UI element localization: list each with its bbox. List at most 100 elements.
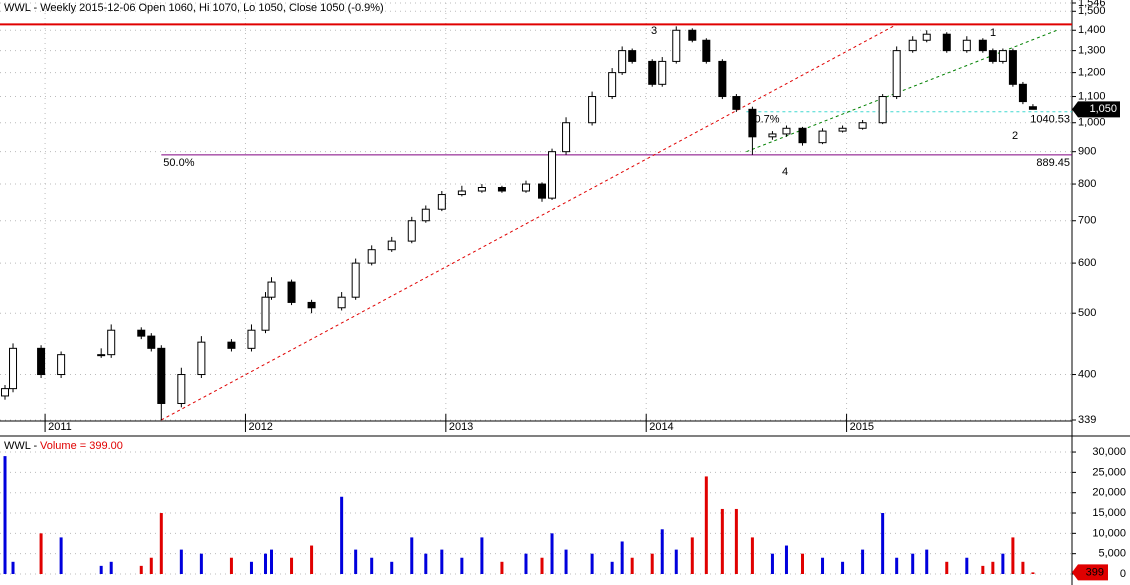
candle-body — [247, 329, 256, 349]
volume-bar — [800, 553, 804, 574]
volume-bar — [945, 561, 949, 574]
volume-bar — [540, 557, 544, 574]
candle-body — [658, 60, 667, 85]
y-tick-label: 400 — [1078, 368, 1096, 380]
candle-body — [57, 354, 66, 376]
volume-bar — [620, 541, 624, 574]
volume-title: Volume = 399.00 — [40, 440, 123, 452]
candle-body — [1028, 106, 1037, 110]
volume-bar — [249, 561, 253, 574]
candle-body — [588, 96, 597, 124]
y-tick-label: 25,000 — [1092, 466, 1126, 478]
volume-bar — [199, 553, 203, 574]
volume-bar — [410, 537, 414, 574]
candle-body — [267, 281, 276, 298]
volume-bar — [59, 537, 63, 574]
volume-bar — [610, 561, 614, 574]
volume-tag-bg — [1072, 564, 1108, 581]
volume-bar — [354, 549, 358, 574]
volume-bar — [925, 549, 929, 574]
candle-body — [97, 354, 106, 357]
volume-bar — [390, 561, 394, 574]
volume-bar — [881, 513, 885, 574]
volume-bar — [861, 549, 865, 574]
candle-body — [307, 301, 316, 309]
trendline — [161, 23, 897, 421]
candle-body — [421, 208, 430, 222]
volume-bar — [841, 561, 845, 574]
volume-bar — [895, 557, 899, 574]
candle-body — [628, 50, 637, 62]
volume-bar — [704, 476, 708, 574]
wave-label: 3 — [651, 25, 657, 37]
volume-bar — [690, 537, 694, 574]
candle-body — [177, 374, 186, 404]
y-tick-label: 800 — [1078, 178, 1096, 190]
y-tick-label: 500 — [1078, 307, 1096, 319]
candle-body — [1008, 50, 1017, 85]
candle-body — [942, 33, 951, 52]
volume-bar — [674, 549, 678, 574]
candle-body — [732, 96, 741, 110]
y-tick-label: 5,000 — [1098, 548, 1126, 560]
candle-body — [618, 50, 627, 74]
candle-body — [672, 29, 681, 62]
volume-bar — [1001, 553, 1005, 574]
candle-body — [608, 72, 617, 98]
volume-bar — [11, 561, 15, 574]
candle-body — [457, 190, 466, 196]
y-tick-label: 600 — [1078, 257, 1096, 269]
x-tick-label: 2014 — [649, 421, 673, 433]
y-tick-label: 30,000 — [1092, 446, 1126, 458]
volume-bar — [965, 557, 969, 574]
candle-body — [878, 96, 887, 124]
chart-title: WWL - Weekly 2015-12-06 Open 1060, Hi 10… — [4, 2, 384, 14]
candle-body — [107, 329, 116, 356]
volume-bar — [290, 557, 294, 574]
candle-body — [818, 130, 827, 144]
y-tick-label: 1,546 — [1078, 0, 1106, 9]
price-tag: 1,050 — [1089, 103, 1117, 115]
volume-bar — [590, 553, 594, 574]
candle-body — [261, 296, 270, 331]
volume-bar — [660, 529, 664, 574]
y-tick-label: 20,000 — [1092, 487, 1126, 499]
volume-bar — [440, 549, 444, 574]
level-value: 1040.53 — [1030, 114, 1070, 126]
candle-body — [351, 262, 360, 298]
y-tick-label: 1,200 — [1078, 67, 1106, 79]
candle-body — [538, 183, 547, 199]
x-tick-label: 2013 — [449, 421, 473, 433]
volume-bar — [1011, 537, 1015, 574]
volume-tag: 399 — [1086, 566, 1104, 578]
candle-body — [998, 50, 1007, 62]
candle-body — [562, 122, 571, 153]
volume-bar — [770, 553, 774, 574]
candle-body — [978, 39, 987, 52]
volume-bar — [630, 557, 634, 574]
candle-body — [9, 347, 18, 390]
candle-body — [37, 347, 46, 376]
volume-bar — [109, 561, 113, 574]
x-tick-label: 2015 — [850, 421, 874, 433]
candle-body — [227, 341, 236, 349]
candle-body — [407, 220, 416, 242]
candle-body — [782, 127, 791, 135]
y-tick-label: 1,300 — [1078, 45, 1106, 57]
candle-body — [858, 122, 867, 129]
candle-body — [477, 187, 486, 192]
candle-body — [718, 60, 727, 98]
candle-body — [287, 281, 296, 303]
candle-body — [798, 127, 807, 144]
volume-bar — [550, 533, 554, 574]
volume-bar — [179, 549, 183, 574]
y-tick-label: 1,500 — [1078, 5, 1106, 17]
wave-label: 4 — [782, 166, 788, 178]
volume-bar — [263, 553, 267, 574]
candle-body — [892, 50, 901, 98]
volume-bar — [310, 545, 314, 574]
volume-bar — [734, 508, 738, 574]
volume-bar — [981, 565, 985, 574]
candle-body — [922, 33, 931, 41]
